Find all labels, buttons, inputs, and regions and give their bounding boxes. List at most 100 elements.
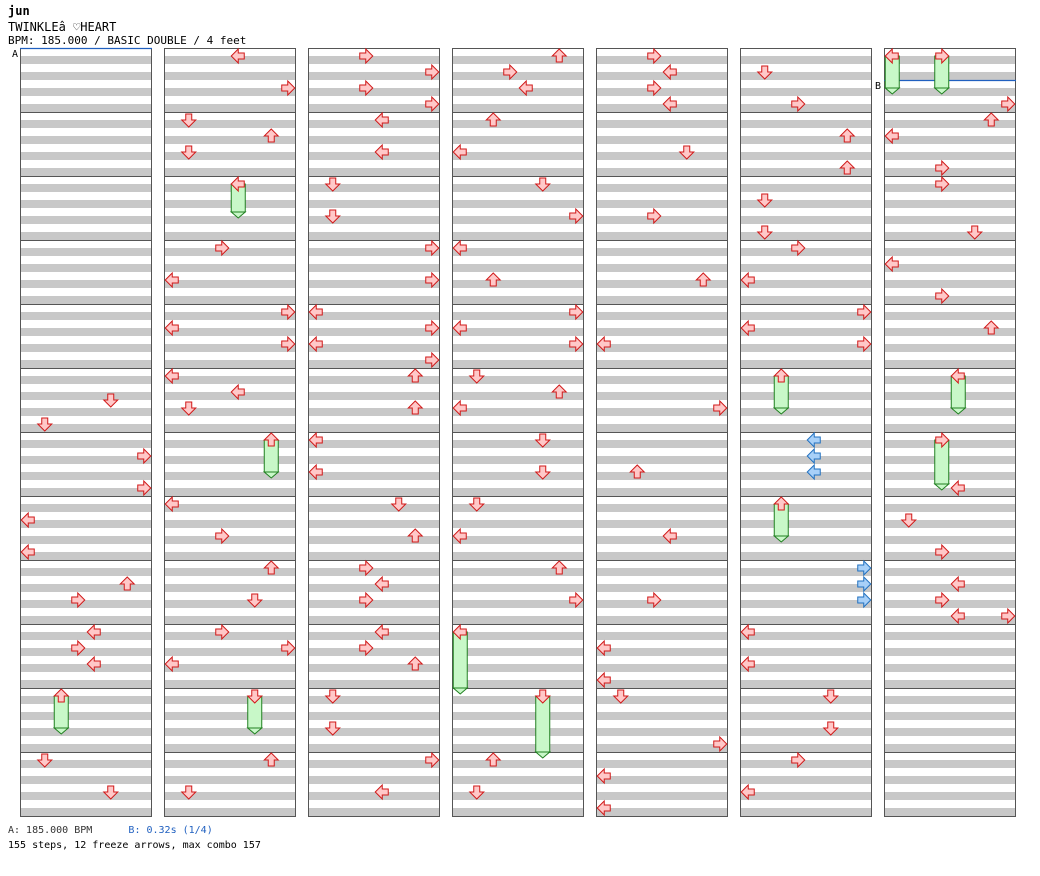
- beat-stripe: [308, 168, 440, 176]
- arrow-u-icon: [773, 368, 790, 383]
- beat-stripe: [452, 536, 584, 544]
- beat-stripe: [452, 600, 584, 608]
- step-arrow: [324, 209, 341, 224]
- beat-stripe: [20, 344, 152, 352]
- step-arrow: [518, 79, 533, 97]
- beat-stripe: [596, 376, 728, 384]
- beat-stripe: [308, 328, 440, 336]
- step-arrow: [935, 159, 950, 177]
- step-arrow: [407, 368, 424, 383]
- beat-stripe: [740, 712, 872, 720]
- arrow-r-icon: [647, 207, 662, 225]
- beat-stripe: [164, 104, 296, 112]
- beat-stripe: [164, 408, 296, 416]
- beat-stripe: [740, 88, 872, 96]
- beat-stripe: [308, 712, 440, 720]
- arrow-d-icon: [180, 113, 197, 128]
- chart-stats: 155 steps, 12 freeze arrows, max combo 1…: [8, 840, 261, 851]
- beat-stripe: [596, 616, 728, 624]
- beat-stripe: [884, 216, 1016, 224]
- beat-stripe: [164, 712, 296, 720]
- arrow-l-icon: [884, 47, 899, 65]
- beat-stripe: [20, 88, 152, 96]
- beat-stripe: [308, 616, 440, 624]
- step-arrow: [740, 783, 755, 801]
- beat-stripe: [164, 344, 296, 352]
- beat-stripe: [308, 72, 440, 80]
- freeze-arrow: [451, 623, 469, 695]
- freeze-arrow: [246, 689, 264, 735]
- arrow-l-icon: [452, 399, 467, 417]
- arrow-d-icon: [324, 177, 341, 192]
- step-chart: A B: [12, 47, 1016, 817]
- song-artist: jun: [8, 4, 30, 18]
- beat-stripe: [596, 664, 728, 672]
- arrow-d-icon: [678, 145, 695, 160]
- beat-stripe: [740, 632, 872, 640]
- step-arrow: [647, 207, 662, 225]
- arrow-l-icon: [308, 335, 323, 353]
- step-arrow: [662, 95, 677, 113]
- arrow-l-icon: [596, 639, 611, 657]
- freeze-tail: [52, 727, 70, 735]
- beat-stripe: [596, 600, 728, 608]
- step-arrow: [425, 63, 440, 81]
- beat-stripe: [20, 376, 152, 384]
- beat-stripe: [740, 136, 872, 144]
- arrow-l-icon: [596, 671, 611, 689]
- beat-stripe: [884, 344, 1016, 352]
- beat-stripe: [452, 152, 584, 160]
- beat-stripe: [740, 72, 872, 80]
- beat-stripe: [20, 200, 152, 208]
- beat-stripe: [452, 776, 584, 784]
- step-arrow: [263, 752, 280, 767]
- arrow-r-icon: [215, 239, 230, 257]
- legend-row: A: 185.000 BPM B: 0.32s (1/4): [8, 825, 213, 836]
- beat-stripe: [308, 264, 440, 272]
- beat-stripe: [308, 568, 440, 576]
- beat-stripe: [164, 216, 296, 224]
- beat-stripe: [740, 408, 872, 416]
- arrow-l-icon: [86, 655, 101, 673]
- arrow-r-icon: [281, 79, 296, 97]
- column-border: [452, 48, 584, 817]
- beat-stripe: [884, 744, 1016, 752]
- step-arrow: [324, 689, 341, 704]
- step-arrow: [359, 47, 374, 65]
- beat-stripe: [596, 200, 728, 208]
- beat-stripe: [164, 184, 296, 192]
- step-arrow: [662, 63, 677, 81]
- beat-stripe: [452, 328, 584, 336]
- arrow-r-icon: [713, 735, 728, 753]
- beat-stripe: [596, 504, 728, 512]
- beat-stripe: [20, 216, 152, 224]
- beat-stripe: [452, 264, 584, 272]
- beat-stripe: [596, 232, 728, 240]
- beat-stripe: [20, 536, 152, 544]
- chart-column: [20, 48, 152, 817]
- beat-stripe: [164, 232, 296, 240]
- arrow-d-icon: [534, 689, 551, 704]
- arrow-r-icon: [569, 335, 584, 353]
- arrow-u-icon: [773, 496, 790, 511]
- shock-arrow: [857, 575, 872, 593]
- step-arrow: [534, 177, 551, 192]
- step-arrow: [569, 303, 584, 321]
- arrow-d-icon: [102, 393, 119, 408]
- beat-stripe: [884, 440, 1016, 448]
- beat-stripe: [884, 360, 1016, 368]
- beat-stripe: [740, 504, 872, 512]
- beat-stripe: [452, 760, 584, 768]
- beat-stripe: [884, 680, 1016, 688]
- beat-stripe: [452, 120, 584, 128]
- beat-stripe: [20, 504, 152, 512]
- freeze-tail: [949, 407, 967, 415]
- beat-stripe: [884, 88, 1016, 96]
- beat-stripe: [596, 520, 728, 528]
- chart-column: [884, 48, 1016, 817]
- beat-stripe: [20, 472, 152, 480]
- beat-stripe: [20, 56, 152, 64]
- freeze-tail: [772, 407, 790, 415]
- arrow-l-icon: [308, 463, 323, 481]
- step-arrow: [647, 47, 662, 65]
